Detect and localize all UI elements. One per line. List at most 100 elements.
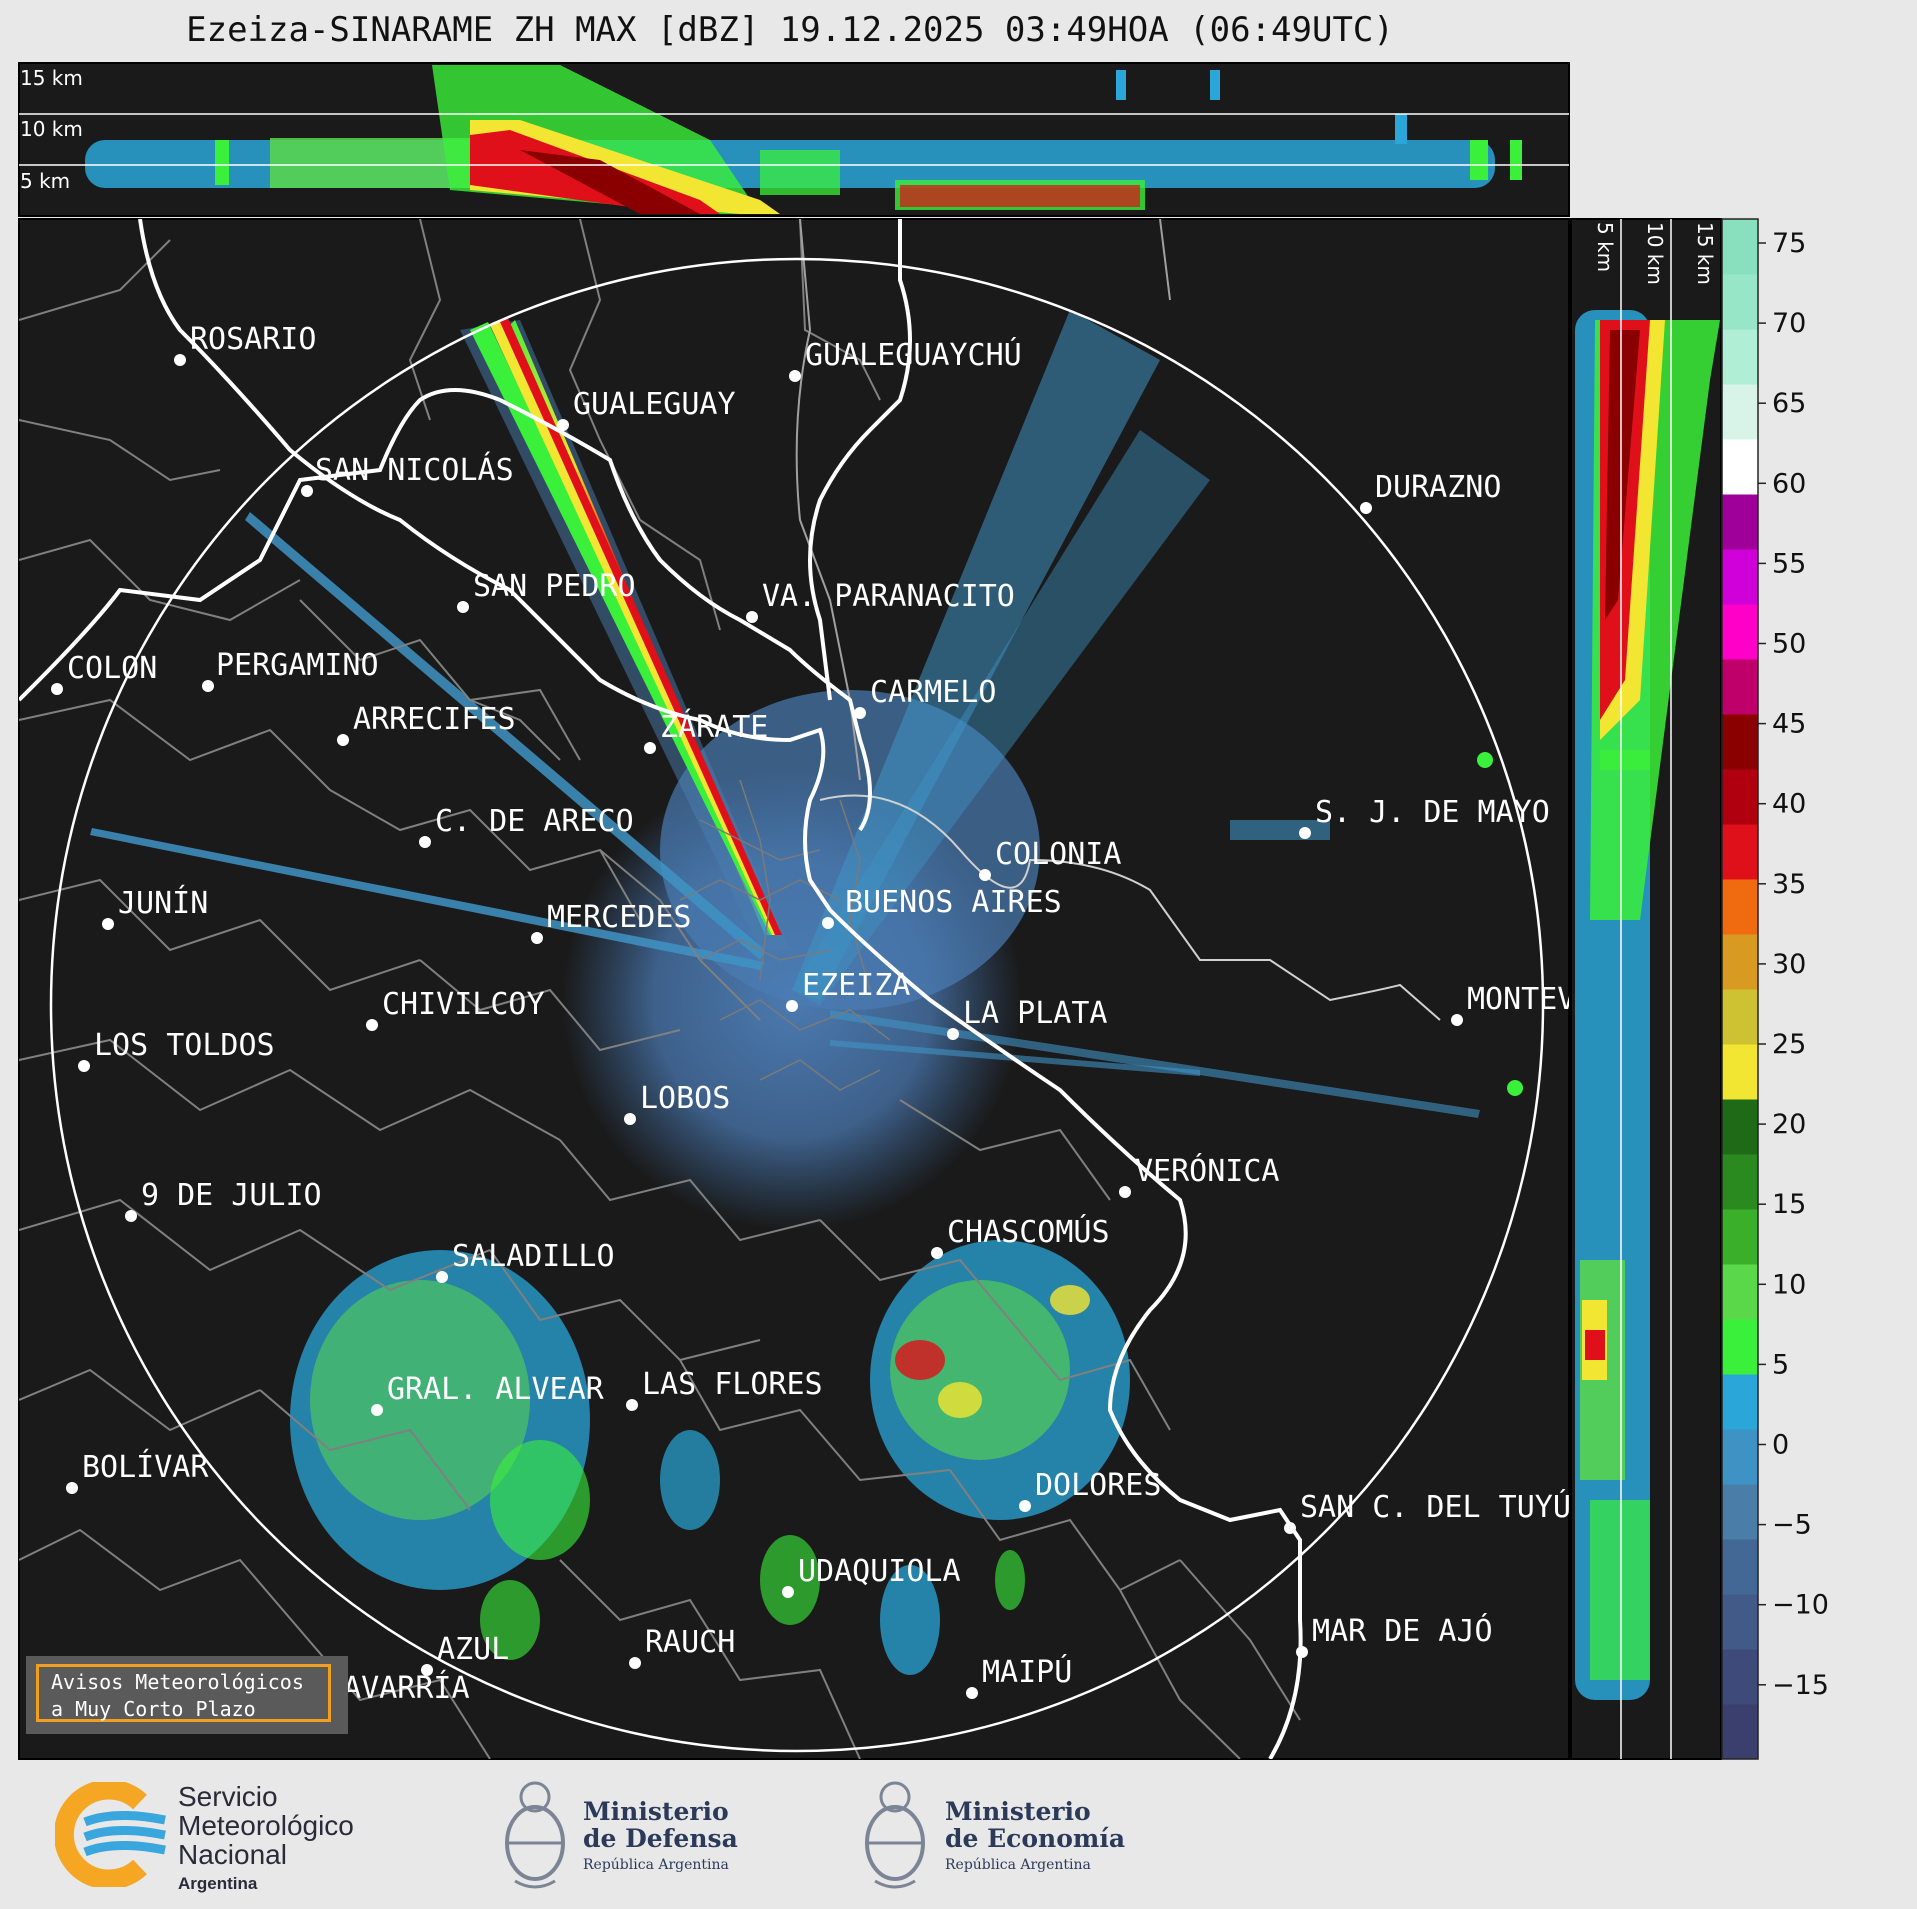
city-label-san-pedro: SAN PEDRO: [473, 569, 636, 604]
colorbar-blocks: [1722, 219, 1758, 1760]
coastlines: [19, 219, 1303, 1759]
city-label-mercedes: MERCEDES: [547, 900, 692, 935]
colorbar-tick-label: −5: [1772, 1510, 1812, 1541]
city-label-c-de-areco: C. DE ARECO: [435, 804, 634, 839]
colorbar-tick-label: 0: [1772, 1430, 1789, 1461]
city-label-chascomus: CHASCOMÚS: [947, 1213, 1110, 1250]
colorbar-tick-label: 35: [1772, 869, 1806, 900]
colorbar-block: [1722, 1594, 1758, 1650]
colorbar-block: [1722, 1374, 1758, 1430]
colorbar-block: [1722, 549, 1758, 605]
department-borders: [19, 219, 1441, 1759]
colorbar-tick-label: 45: [1772, 709, 1806, 740]
right-alt-label-10: 10 km: [1643, 222, 1667, 285]
colorbar-tick-label: 70: [1772, 308, 1806, 339]
colorbar-block: [1722, 1704, 1758, 1760]
city-label-montevideo: MONTEVIDEO: [1467, 982, 1648, 1017]
smn-sub: Argentina: [178, 1874, 258, 1893]
right-alt-label-15: 15 km: [1693, 222, 1717, 285]
argentina-shield-icon: [505, 1781, 565, 1889]
economia-logo-text: Ministerio de Economía República Argenti…: [945, 1798, 1125, 1879]
top-alt-label-10: 10 km: [20, 117, 83, 141]
colorbar-block: [1722, 1264, 1758, 1320]
colorbar-block: [1722, 1649, 1758, 1705]
city-label-zarate: ZÁRATE: [660, 709, 768, 745]
city-label-lobos: LOBOS: [640, 1081, 730, 1116]
city-label-dolores: DOLORES: [1035, 1468, 1161, 1503]
colorbar-block: [1722, 659, 1758, 715]
notice-frame: Avisos Meteorológicos a Muy Corto Plazo: [36, 1664, 331, 1722]
smn-line-3: Nacional: [178, 1839, 287, 1870]
right-cross-section: 5 km 10 km 15 km: [1570, 218, 1722, 1760]
city-label-gral-alvear: GRAL. ALVEAR: [387, 1372, 605, 1407]
colorbar-block: [1722, 274, 1758, 330]
city-label-los-toldos: LOS TOLDOS: [94, 1028, 275, 1063]
city-label-carmelo: CARMELO: [870, 675, 996, 710]
colorbar-block: [1722, 1319, 1758, 1375]
city-label-ezeiza: EZEIZA: [802, 968, 910, 1003]
smn-line-1: Servicio: [178, 1781, 278, 1812]
city-label-udaquiola: UDAQUIOLA: [798, 1554, 961, 1589]
defensa-line-2: de Defensa: [583, 1824, 738, 1853]
colorbar-block: [1722, 824, 1758, 880]
colorbar-block: [1722, 989, 1758, 1045]
colorbar-block: [1722, 329, 1758, 385]
colorbar-block: [1722, 384, 1758, 440]
notice-box: Avisos Meteorológicos a Muy Corto Plazo: [26, 1656, 348, 1734]
city-label-maipu: MAIPÚ: [982, 1653, 1072, 1690]
city-label-colonia: COLONIA: [995, 837, 1121, 872]
city-label-mar-de-ajo: MAR DE AJÓ: [1312, 1612, 1493, 1649]
colorbar-tick-label: 75: [1772, 228, 1806, 259]
city-label-gualeguaychu: GUALEGUAYCHÚ: [805, 336, 1022, 373]
city-labels: ROSARIO GUALEGUAYCHÚ GUALEGUAY SAN NICOL…: [67, 322, 1648, 1706]
metro-borders: [679, 779, 891, 1091]
city-label-la-plata: LA PLATA: [963, 996, 1108, 1031]
colorbar-block: [1722, 219, 1758, 275]
colorbar-frame: [1721, 218, 1759, 1760]
city-label-azul: AZUL: [437, 1632, 509, 1667]
colorbar-tick-label: 15: [1772, 1189, 1806, 1220]
city-label-durazno: DURAZNO: [1375, 470, 1501, 505]
right-alt-label-5: 5 km: [1593, 222, 1617, 272]
colorbar-tick-label: 10: [1772, 1269, 1806, 1300]
colorbar-tick-label: 65: [1772, 388, 1806, 419]
city-label-chivilcoy: CHIVILCOY: [382, 987, 545, 1022]
colorbar-block: [1722, 769, 1758, 825]
colorbar-block: [1722, 1429, 1758, 1485]
city-label-gualeguay: GUALEGUAY: [573, 387, 736, 422]
colorbar-block: [1722, 1099, 1758, 1155]
colorbar-block: [1722, 439, 1758, 495]
city-label-arrecifes: ARRECIFES: [353, 702, 516, 737]
city-label-rauch: RAUCH: [645, 1625, 735, 1660]
radar-figure: 15 km 10 km 5 km: [18, 62, 1829, 1760]
city-label-rosario: ROSARIO: [190, 322, 316, 357]
colorbar-block: [1722, 1044, 1758, 1100]
notice-line-2: a Muy Corto Plazo: [51, 1697, 256, 1721]
colorbar-tick-label: 20: [1772, 1109, 1806, 1140]
colorbar-block: [1722, 1539, 1758, 1595]
top-alt-label-5: 5 km: [20, 169, 70, 193]
colorbar-tick-label: 55: [1772, 548, 1806, 579]
colorbar-tick-label: 5: [1772, 1349, 1789, 1380]
economia-line-1: Ministerio: [945, 1797, 1091, 1826]
notice-line-1: Avisos Meteorológicos: [51, 1670, 304, 1694]
economia-line-2: de Economía: [945, 1824, 1126, 1853]
colorbar-block: [1722, 1154, 1758, 1210]
defensa-logo-text: Ministerio de Defensa República Argentin…: [583, 1798, 738, 1879]
city-label-va-paranacito: VA. PARANACITO: [762, 579, 1015, 614]
city-label-san-c-del-tuyu: SAN C. DEL TUYÚ: [1300, 1488, 1571, 1525]
colorbar-block: [1722, 879, 1758, 935]
radar-map: ROSARIO GUALEGUAYCHÚ GUALEGUAY SAN NICOL…: [18, 218, 1648, 1760]
city-label-sj-de-mayo: S. J. DE MAYO: [1315, 795, 1550, 830]
argentina-shield-icon-2: [865, 1781, 925, 1889]
colorbar-tick-label: −15: [1772, 1670, 1829, 1701]
city-label-junin: JUNÍN: [118, 885, 208, 921]
city-label-las-flores: LAS FLORES: [642, 1367, 823, 1402]
colorbar-tick-label: 25: [1772, 1029, 1806, 1060]
colorbar-block: [1722, 1484, 1758, 1540]
colorbar-tick-label: 60: [1772, 468, 1806, 499]
smn-line-2: Meteorológico: [178, 1810, 354, 1841]
city-label-colon: COLON: [67, 651, 157, 686]
